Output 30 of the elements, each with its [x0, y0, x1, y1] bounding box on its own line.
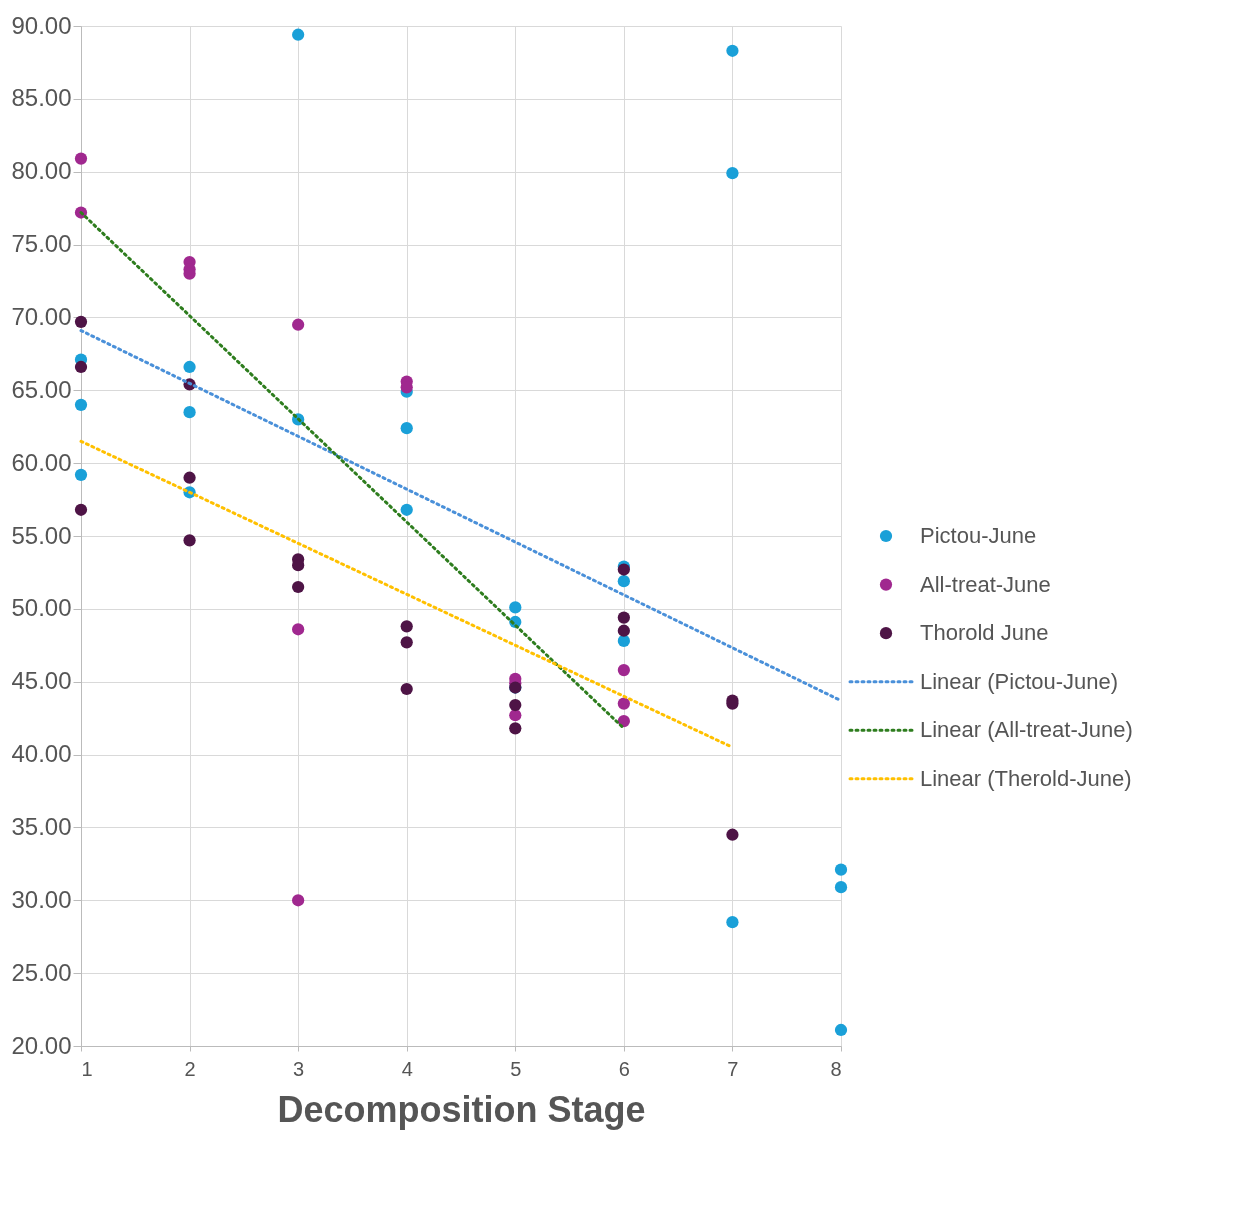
- x-tick-label: 6: [618, 1057, 630, 1080]
- y-tick-label: 40.00: [11, 740, 72, 768]
- y-tick-label: 70.00: [11, 302, 72, 330]
- y-tick-label: 35.00: [11, 812, 72, 840]
- y-tick-label: 60.00: [11, 448, 72, 476]
- y-tick-label: 90.00: [11, 11, 72, 39]
- legend-label: Thorold June: [920, 620, 1049, 646]
- x-tick-label: 8: [830, 1057, 842, 1080]
- legend-label: Pictou-June: [920, 523, 1037, 548]
- legend-label: All-treat-June: [920, 571, 1051, 597]
- y-tick-label: 65.00: [11, 375, 72, 403]
- x-tick-label: 7: [727, 1057, 739, 1080]
- y-tick-label: 55.00: [11, 521, 72, 549]
- x-tick-label: 2: [184, 1057, 196, 1080]
- legend-label: Linear (Therold-June): [920, 765, 1132, 791]
- y-tick-label: 50.00: [11, 594, 72, 622]
- y-tick-label: 25.00: [11, 958, 72, 986]
- legend-label: Linear (Pictou-June): [920, 668, 1119, 694]
- x-axis-title: Decomposition Stage: [277, 1088, 646, 1130]
- y-tick-label: 80.00: [11, 157, 72, 185]
- y-tick-label: 75.00: [11, 230, 72, 258]
- legend-label: Linear (All-treat-June): [920, 717, 1133, 743]
- x-tick-label: 4: [401, 1057, 413, 1080]
- y-tick-label: 85.00: [11, 84, 72, 112]
- x-tick-label: 3: [293, 1057, 305, 1080]
- y-tick-label: 20.00: [11, 1031, 72, 1059]
- y-tick-label: 45.00: [11, 667, 72, 695]
- x-tick-label: 1: [81, 1057, 93, 1080]
- x-tick-label: 5: [510, 1057, 522, 1080]
- y-tick-label: 30.00: [11, 885, 72, 913]
